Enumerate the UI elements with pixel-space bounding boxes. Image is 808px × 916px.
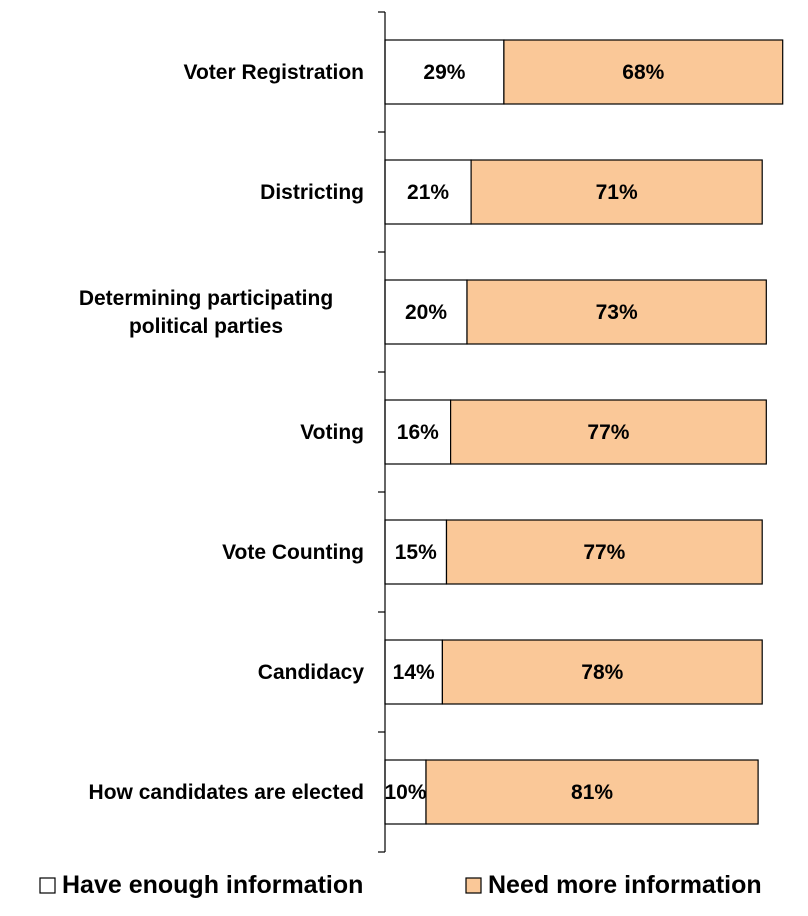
bars-layer [384,39,784,825]
legend-swatch-need-more-information [465,877,482,894]
bar-have-enough-information-0 [384,39,505,105]
bar-need-more-information-2 [466,279,767,345]
category-label-2-line-0: Determining participating [79,287,333,310]
data-label-need-more-information-0: 68% [622,61,664,84]
y-axis [378,11,386,853]
data-label-have-enough-information-1: 21% [407,181,449,204]
bar-need-more-information-5 [441,639,763,705]
category-label-1: Districting [260,181,364,204]
category-label-5: Candidacy [258,661,365,684]
data-label-need-more-information-5: 78% [581,661,623,684]
data-label-have-enough-information-6: 10% [384,781,426,804]
bar-have-enough-information-6 [384,759,427,825]
labels-layer: 29% 68% Voter Registration 21% 71% Districtin… [79,61,665,804]
data-label-need-more-information-6: 81% [571,781,613,804]
bar-need-more-information-0 [503,39,784,105]
data-label-have-enough-information-0: 29% [423,61,465,84]
bar-need-more-information-3 [450,399,767,465]
legend-label-have-enough-information: Have enough information [62,871,363,899]
data-label-need-more-information-1: 71% [596,181,638,204]
data-label-need-more-information-4: 77% [583,541,625,564]
bar-have-enough-information-3 [384,399,452,465]
legend-label-need-more-information: Need more information [488,871,762,899]
data-label-need-more-information-2: 73% [596,301,638,324]
category-label-2-line-1: political parties [129,315,283,338]
category-label-3: Voting [300,421,364,444]
bar-need-more-information-4 [445,519,763,585]
legend: Have enough information Need more informa… [39,871,762,899]
bar-have-enough-information-1 [384,159,472,225]
legend-swatch-have-enough-information [39,877,56,894]
data-label-have-enough-information-5: 14% [393,661,435,684]
category-label-4: Vote Counting [222,541,364,564]
data-label-have-enough-information-2: 20% [405,301,447,324]
data-label-have-enough-information-3: 16% [397,421,439,444]
category-label-0: Voter Registration [184,61,364,84]
bar-have-enough-information-2 [384,279,468,345]
bar-need-more-information-6 [425,759,759,825]
bar-need-more-information-1 [470,159,763,225]
category-label-6: How candidates are elected [89,781,364,804]
data-label-have-enough-information-4: 15% [395,541,437,564]
data-label-need-more-information-3: 77% [587,421,629,444]
